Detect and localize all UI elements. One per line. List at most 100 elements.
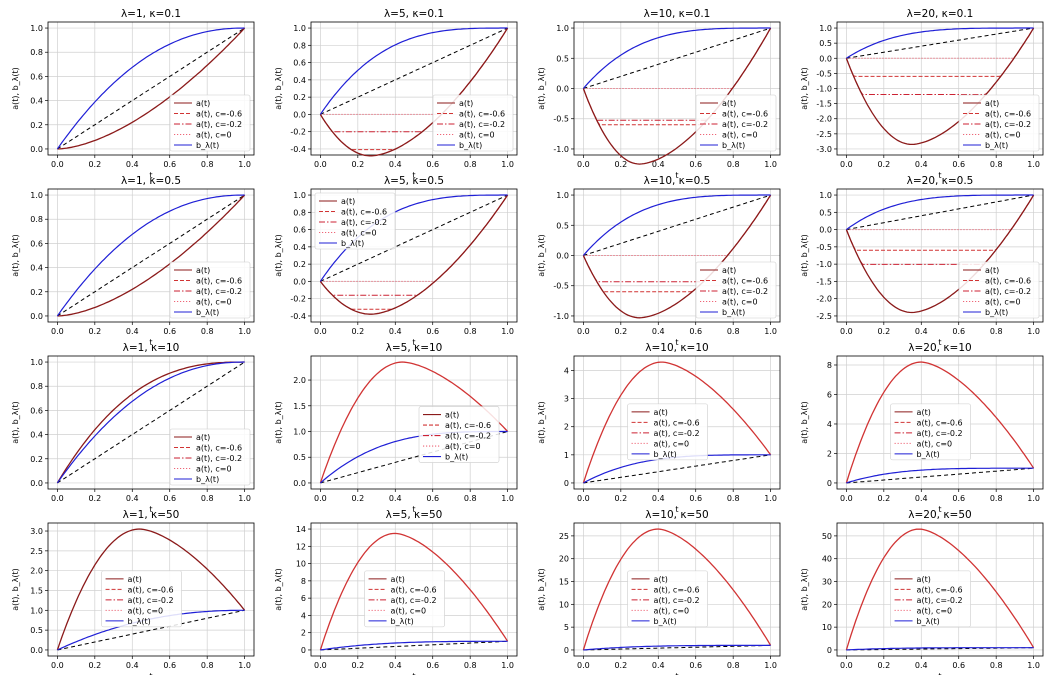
y-tick-label: -2.5 xyxy=(816,130,832,139)
x-tick-label: 1.0 xyxy=(1027,494,1040,503)
y-tick-label: 1.0 xyxy=(30,358,43,367)
legend-label: a(t), c=-0.2 xyxy=(341,218,387,227)
legend: a(t)a(t), c=-0.6a(t), c=-0.2a(t), c=0b_λ… xyxy=(364,570,445,628)
x-tick-label: 0.4 xyxy=(915,160,928,169)
x-tick-label: 0.0 xyxy=(840,661,853,670)
y-tick-label: 1.0 xyxy=(30,24,43,33)
legend: a(t)a(t), c=-0.6a(t), c=-0.2a(t), c=0b_λ… xyxy=(890,403,971,461)
y-tick-label: 0.0 xyxy=(556,252,569,261)
subplot-title: λ=20, κ=0.1 xyxy=(907,8,974,20)
y-tick-label: 0.4 xyxy=(293,76,306,85)
x-tick-label: 0.2 xyxy=(614,661,627,670)
subplot-14: 0.0 0.2 0.4 0.6 0.8 1.0 0 2 4 6 8 10 12 14 λ=5, κ=50 t a… xyxy=(274,509,518,675)
legend-box xyxy=(101,570,182,628)
x-tick-label: 0.4 xyxy=(126,661,139,670)
legend-label: b_λ(t) xyxy=(985,141,1008,150)
y-tick-label: 1 xyxy=(564,451,569,460)
y-tick-label: 40 xyxy=(822,555,832,564)
x-tick-label: 0.2 xyxy=(351,661,364,670)
x-tick-label: 0.6 xyxy=(952,494,965,503)
legend-label: a(t), c=0 xyxy=(128,606,164,615)
x-tick-label: 0.8 xyxy=(464,494,477,503)
plot-frame xyxy=(310,188,518,323)
x-tick-label: 0.0 xyxy=(314,494,327,503)
x-tick-label: 0.0 xyxy=(577,661,590,670)
plot-frame xyxy=(310,355,518,490)
x-tick-label: 1.0 xyxy=(1027,661,1040,670)
x-tick-label: 0.4 xyxy=(652,494,665,503)
y-tick-label: 6 xyxy=(827,390,832,399)
legend: a(t)a(t), c=-0.6a(t), c=-0.2a(t), c=0b_λ… xyxy=(169,261,251,319)
series-c0 xyxy=(846,194,1035,231)
y-tick-label: 0.4 xyxy=(30,264,43,273)
legend-label: a(t), c=-0.6 xyxy=(128,585,174,594)
y-tick-label: 0.6 xyxy=(30,72,43,81)
y-tick-label: 1.5 xyxy=(30,586,43,595)
y-axis-label: a(t), b_λ(t) xyxy=(274,234,283,277)
x-tick-label: 0.2 xyxy=(88,327,101,336)
legend-label: a(t), c=-0.2 xyxy=(985,287,1031,296)
x-tick-label: 0.6 xyxy=(689,327,702,336)
y-tick-label: -2.0 xyxy=(816,295,832,304)
y-tick-label: 4 xyxy=(827,420,832,429)
series-b xyxy=(56,194,245,317)
legend-label: a(t), c=-0.6 xyxy=(917,585,963,594)
legend-label: a(t), c=-0.2 xyxy=(917,596,963,605)
legend-label: a(t), c=-0.6 xyxy=(445,421,491,430)
subplot-11: 0.0 0.2 0.4 0.6 0.8 1.0 0 1 2 3 4 λ=10, κ=10 t a(t), … xyxy=(537,342,781,514)
subplot-16: 0.0 0.2 0.4 0.6 0.8 1.0 0 10 20 30 40 50 λ=20, κ=50 t… xyxy=(800,509,1044,675)
subplot-title: λ=10, κ=0.5 xyxy=(644,175,711,187)
x-tick-label: 0.0 xyxy=(840,160,853,169)
x-axis-label: t xyxy=(149,338,152,347)
y-axis-label: a(t), b_λ(t) xyxy=(11,234,20,277)
x-tick-label: 0.8 xyxy=(464,661,477,670)
legend-box xyxy=(695,261,777,319)
x-tick-label: 0.8 xyxy=(201,327,214,336)
plot-frame xyxy=(47,522,255,657)
legend-label: b_λ(t) xyxy=(196,475,219,484)
y-tick-label: 0.8 xyxy=(30,48,43,57)
x-tick-label: 1.0 xyxy=(238,661,251,670)
subplot-3: 0.0 0.2 0.4 0.6 0.8 1.0 -1.0 -0.5 0.0 0.5 1.0 λ=10,… xyxy=(537,8,781,180)
subplot-4: 0.0 0.2 0.4 0.6 0.8 1.0 -3.0 -2.5 -2.0 -1.5 -1.0 -0… xyxy=(800,8,1044,180)
legend-label: b_λ(t) xyxy=(196,308,219,317)
legend-label: a(t), c=-0.6 xyxy=(722,277,768,286)
y-tick-label: -0.4 xyxy=(290,145,306,154)
series-b xyxy=(56,27,245,150)
y-tick-label: 12 xyxy=(296,542,306,551)
x-tick-label: 0.8 xyxy=(201,160,214,169)
y-tick-label: 2 xyxy=(564,423,569,432)
x-tick-label: 1.0 xyxy=(238,327,251,336)
legend-label: a(t), c=-0.6 xyxy=(341,208,387,217)
legend: a(t)a(t), c=-0.6a(t), c=-0.2a(t), c=0b_λ… xyxy=(314,192,396,250)
y-axis-label: a(t), b_λ(t) xyxy=(800,234,809,277)
x-tick-label: 0.0 xyxy=(51,661,64,670)
x-tick-label: 1.0 xyxy=(764,327,777,336)
legend-label: a(t), c=0 xyxy=(196,298,232,307)
subplot-15: 0.0 0.2 0.4 0.6 0.8 1.0 0 5 10 15 20 25 λ=10, κ=50 t a… xyxy=(537,509,781,675)
legend-label: b_λ(t) xyxy=(917,450,940,459)
legend-label: a(t), c=0 xyxy=(445,442,481,451)
legend-label: a(t), c=-0.2 xyxy=(722,287,768,296)
x-axis-label: t xyxy=(149,171,152,180)
subplot-title: λ=20, κ=50 xyxy=(908,509,971,521)
reference-line xyxy=(57,609,245,651)
legend-label: a(t), c=-0.2 xyxy=(654,429,700,438)
legend-box xyxy=(169,94,251,152)
y-tick-label: 0.0 xyxy=(293,277,306,286)
x-tick-label: 0.4 xyxy=(389,661,402,670)
y-tick-label: -0.5 xyxy=(816,69,832,78)
y-tick-label: 0.2 xyxy=(30,288,43,297)
x-tick-label: 1.0 xyxy=(501,494,514,503)
y-axis-label: a(t), b_λ(t) xyxy=(800,67,809,110)
x-tick-label: 0.0 xyxy=(577,160,590,169)
x-axis-label: t xyxy=(149,672,152,675)
x-tick-label: 0.4 xyxy=(915,327,928,336)
y-tick-label: 0.0 xyxy=(819,54,832,63)
y-axis-label: a(t), b_λ(t) xyxy=(537,568,546,611)
y-tick-label: 0.5 xyxy=(819,208,832,217)
y-tick-label: 0 xyxy=(827,646,832,655)
y-tick-label: 0.2 xyxy=(293,93,306,102)
x-tick-label: 1.0 xyxy=(764,661,777,670)
x-tick-label: 0.8 xyxy=(990,160,1003,169)
